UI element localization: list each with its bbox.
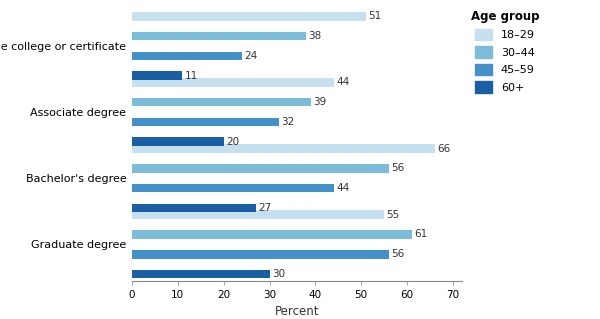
Text: 56: 56 bbox=[391, 163, 404, 173]
Text: 27: 27 bbox=[258, 203, 271, 213]
Text: 20: 20 bbox=[226, 137, 239, 147]
Bar bbox=[132, 52, 242, 60]
Bar bbox=[132, 12, 366, 21]
Bar bbox=[132, 144, 434, 153]
Text: 30: 30 bbox=[272, 269, 285, 279]
Bar bbox=[132, 98, 311, 107]
Text: 66: 66 bbox=[437, 144, 450, 153]
Bar bbox=[132, 184, 334, 192]
X-axis label: Percent: Percent bbox=[275, 305, 319, 318]
Text: 56: 56 bbox=[391, 249, 404, 259]
Legend: 18–29, 30–44, 45–59, 60+: 18–29, 30–44, 45–59, 60+ bbox=[471, 10, 539, 93]
Bar bbox=[132, 118, 278, 126]
Text: 44: 44 bbox=[336, 78, 349, 87]
Text: 39: 39 bbox=[313, 97, 326, 107]
Text: 11: 11 bbox=[185, 70, 198, 81]
Text: 51: 51 bbox=[368, 11, 381, 21]
Text: 24: 24 bbox=[244, 51, 257, 61]
Text: 32: 32 bbox=[281, 117, 294, 127]
Text: 55: 55 bbox=[386, 210, 400, 220]
Bar bbox=[132, 32, 306, 41]
Bar bbox=[132, 137, 224, 146]
Bar bbox=[132, 204, 256, 212]
Bar bbox=[132, 230, 412, 239]
Bar bbox=[132, 270, 269, 278]
Bar bbox=[132, 164, 389, 173]
Bar bbox=[132, 211, 384, 219]
Bar bbox=[132, 78, 334, 87]
Text: 38: 38 bbox=[308, 31, 322, 41]
Bar bbox=[132, 250, 389, 258]
Bar bbox=[132, 71, 182, 80]
Text: 44: 44 bbox=[336, 183, 349, 193]
Text: 61: 61 bbox=[414, 229, 427, 240]
